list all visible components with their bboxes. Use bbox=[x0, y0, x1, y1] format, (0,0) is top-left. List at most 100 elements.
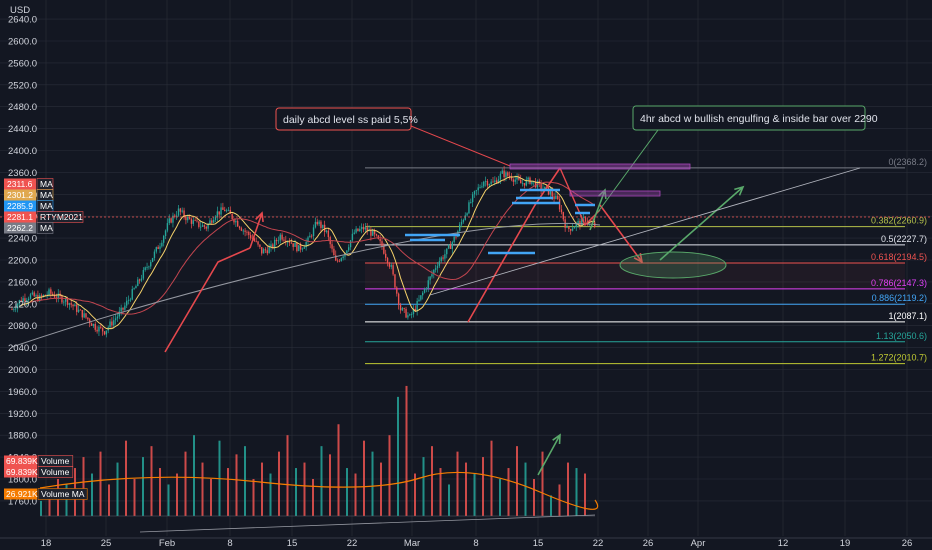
fib-level-label: 0.786(2147.3) bbox=[871, 278, 927, 288]
candle-body bbox=[188, 217, 191, 220]
volume-bar bbox=[388, 435, 391, 516]
candle-body bbox=[507, 172, 509, 176]
candle-body bbox=[311, 235, 313, 237]
axis-unit-label: USD bbox=[10, 5, 30, 16]
time-axis[interactable]: 18 25 Feb 8 15 22 Mar 8 15 22 26 Apr 12 19 26 bbox=[41, 538, 913, 549]
candle-body bbox=[423, 289, 426, 293]
x-tick-label: 18 bbox=[41, 538, 52, 549]
price-tag-label: MA bbox=[40, 179, 53, 189]
price-tag-label: MA bbox=[40, 223, 53, 233]
candle-body bbox=[364, 227, 367, 230]
candle-body bbox=[397, 293, 400, 305]
candle-body bbox=[501, 170, 503, 174]
candle-body bbox=[555, 195, 557, 199]
candle-body bbox=[98, 326, 100, 332]
candle-body bbox=[283, 239, 285, 241]
y-tick-label: 1760.0 bbox=[8, 496, 37, 507]
candle-body bbox=[150, 261, 152, 267]
candle-body bbox=[342, 256, 344, 259]
callout-daily[interactable]: daily abcd level ss paid 5,5% bbox=[275, 107, 418, 131]
y-tick-label: 2600.0 bbox=[8, 37, 37, 48]
candle-body bbox=[209, 220, 211, 224]
reversal-arrow[interactable] bbox=[589, 189, 606, 231]
candle-body bbox=[53, 294, 56, 298]
candle-body bbox=[383, 246, 385, 254]
volume-bar bbox=[371, 451, 374, 516]
daily-abcd-arrow[interactable] bbox=[249, 212, 263, 249]
candle-body bbox=[57, 293, 59, 299]
candle-body bbox=[440, 257, 442, 262]
candle-body bbox=[155, 247, 157, 252]
drawings-layer[interactable] bbox=[164, 125, 861, 476]
x-tick-label: 12 bbox=[778, 538, 789, 549]
candle-body bbox=[320, 221, 322, 228]
candle-body bbox=[238, 226, 241, 229]
supply-zone-box[interactable] bbox=[509, 163, 691, 170]
volume-bar bbox=[261, 462, 263, 516]
candle-body bbox=[518, 177, 520, 180]
abcd-leg-up[interactable] bbox=[467, 167, 561, 323]
candle-body bbox=[575, 223, 577, 228]
candle-body bbox=[290, 242, 293, 244]
candle-body bbox=[340, 258, 342, 262]
candle-body bbox=[216, 211, 219, 217]
candle-body bbox=[13, 309, 15, 311]
candle-body bbox=[262, 249, 265, 254]
volume-bar bbox=[167, 484, 170, 516]
callout-4hr-text: 4hr abcd w bullish engulfing & inside ba… bbox=[640, 113, 878, 125]
candle-body bbox=[481, 186, 483, 188]
y-tick-label: 2240.0 bbox=[8, 234, 37, 245]
y-tick-label: 2520.0 bbox=[8, 80, 37, 91]
candle-body bbox=[164, 230, 167, 237]
candle-body bbox=[372, 230, 374, 236]
daily-abcd-leg[interactable] bbox=[164, 247, 251, 353]
x-tick-label: 15 bbox=[287, 538, 298, 549]
target-arrow[interactable] bbox=[659, 186, 744, 261]
callout-4hr-leader bbox=[597, 129, 659, 213]
candle-body bbox=[418, 299, 420, 302]
candle-body bbox=[333, 248, 335, 256]
inside-bar-box[interactable] bbox=[569, 190, 661, 197]
volume-tag-label: Volume MA bbox=[41, 489, 85, 499]
volume-bar bbox=[499, 479, 501, 516]
candle-body bbox=[335, 255, 337, 261]
x-tick-label: 15 bbox=[533, 538, 544, 549]
volume-bar bbox=[482, 457, 484, 516]
y-tick-label: 1880.0 bbox=[8, 431, 37, 442]
candle-body bbox=[109, 321, 111, 328]
callout-daily-box bbox=[275, 107, 412, 131]
candle-body bbox=[525, 179, 527, 186]
candle-body bbox=[77, 309, 80, 312]
candle-body bbox=[322, 224, 324, 228]
volume-bar bbox=[346, 468, 348, 516]
y-tick-label: 2080.0 bbox=[8, 321, 37, 332]
candle-body bbox=[516, 177, 518, 180]
trend-line[interactable] bbox=[429, 167, 861, 296]
candle-body bbox=[166, 223, 169, 231]
candle-body bbox=[214, 216, 217, 221]
candle-body bbox=[101, 327, 104, 332]
candle-body bbox=[468, 202, 470, 214]
projected-drop-arrow[interactable] bbox=[599, 204, 643, 263]
candle-body bbox=[31, 292, 34, 295]
volume-bar bbox=[252, 479, 255, 516]
candle-body bbox=[61, 296, 63, 303]
candle-body bbox=[355, 228, 357, 233]
volume-bar bbox=[65, 484, 68, 516]
candle-body bbox=[570, 229, 572, 231]
volume-tag-value-bg bbox=[4, 466, 37, 478]
candle-body bbox=[396, 287, 398, 294]
target-zone-ellipse[interactable] bbox=[619, 251, 727, 279]
callout-4hr[interactable]: 4hr abcd w bullish engulfing & inside ba… bbox=[632, 105, 878, 131]
volume-arrow[interactable] bbox=[537, 434, 561, 476]
candle-body bbox=[312, 227, 315, 237]
candle-body bbox=[305, 241, 307, 248]
candle-body bbox=[253, 238, 256, 241]
fib-retracement[interactable]: 0(2368.2) 0.382(2260.9) 0.5(2227.7) 0.618(2… bbox=[365, 157, 927, 365]
candle-body bbox=[531, 181, 533, 184]
candle-body bbox=[307, 237, 309, 242]
candle-body bbox=[338, 260, 341, 262]
candle-body bbox=[190, 219, 193, 224]
